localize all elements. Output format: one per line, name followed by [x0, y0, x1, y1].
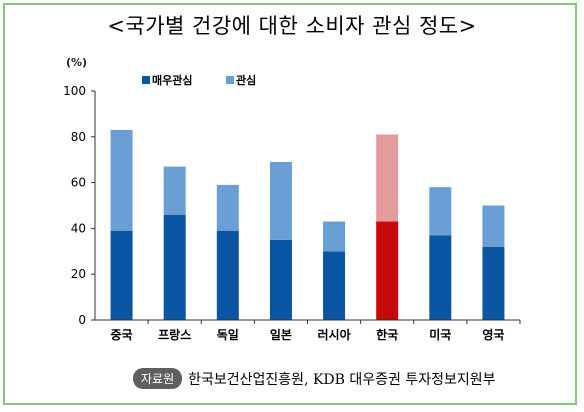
chart-title: <국가별 건강에 대한 소비자 관심 정도> [107, 14, 477, 38]
bar-segment-very-interested [429, 235, 452, 320]
bar-segment-very-interested [376, 221, 399, 320]
y-tick-label: 40 [71, 221, 86, 235]
source-badge: 자료원 [133, 368, 183, 389]
y-tick-label: 80 [71, 130, 86, 144]
bar-segment-very-interested [269, 239, 292, 320]
legend-label: 관심 [236, 73, 256, 87]
x-tick-label: 미국 [429, 327, 451, 342]
source-note: 자료원 한국보건산업진흥원, KDB 대우증권 투자정보지원부 [133, 368, 496, 389]
legend-label: 매우관심 [152, 73, 192, 87]
bar-segment-interested [376, 134, 399, 222]
bar-segment-interested [323, 221, 346, 252]
x-tick-label: 영국 [482, 327, 504, 342]
bar-segment-very-interested [163, 214, 186, 320]
x-tick-label: 러시아 [318, 327, 351, 342]
bar-segment-interested [429, 187, 452, 236]
x-tick-label: 독일 [217, 328, 239, 342]
y-axis-unit: (%) [66, 56, 88, 69]
source-text: 한국보건산업진흥원, KDB 대우증권 투자정보지원부 [188, 371, 496, 388]
y-tick-label: 0 [78, 313, 86, 327]
legend-swatch [142, 76, 150, 84]
bar-segment-interested [269, 161, 292, 240]
y-tick-label: 100 [63, 84, 86, 98]
x-tick-label: 한국 [376, 327, 398, 342]
x-tick-label: 일본 [270, 328, 292, 342]
bar-segment-interested [482, 205, 505, 247]
x-tick-label: 중국 [111, 328, 133, 342]
bar-segment-interested [110, 129, 133, 231]
y-tick-label: 60 [71, 176, 86, 190]
bars-group [110, 129, 505, 320]
y-tick-label: 20 [71, 267, 86, 281]
bar-segment-very-interested [216, 230, 239, 320]
legend-swatch [226, 76, 234, 84]
bar-segment-very-interested [482, 246, 505, 320]
axis-group: 0 20 40 60 80 100 중국 프랑스 독일 일본 러시아 한국 미국 영국 [63, 84, 521, 342]
bar-segment-interested [216, 184, 239, 231]
legend: 매우관심 관심 [142, 73, 256, 87]
bar-segment-very-interested [110, 230, 133, 320]
bar-segment-interested [163, 166, 186, 215]
x-tick-label: 프랑스 [158, 328, 191, 342]
bar-segment-very-interested [323, 251, 346, 320]
